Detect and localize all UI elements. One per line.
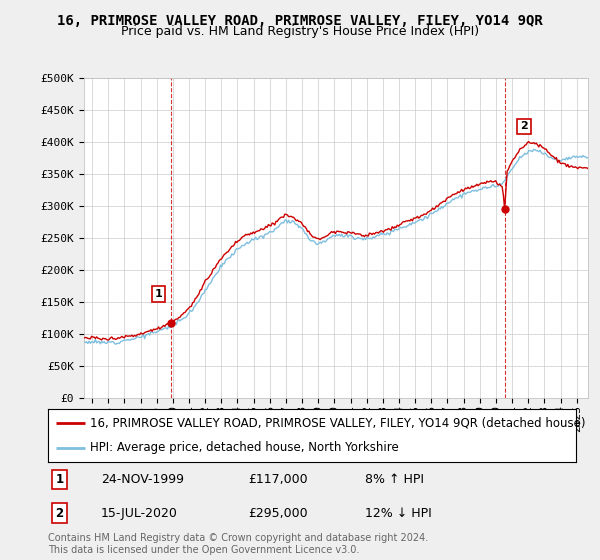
Text: HPI: Average price, detached house, North Yorkshire: HPI: Average price, detached house, Nort… — [90, 441, 399, 454]
Text: 24-NOV-1999: 24-NOV-1999 — [101, 473, 184, 486]
Text: 12% ↓ HPI: 12% ↓ HPI — [365, 507, 431, 520]
Text: £295,000: £295,000 — [248, 507, 308, 520]
Text: 1: 1 — [154, 289, 162, 299]
Text: 16, PRIMROSE VALLEY ROAD, PRIMROSE VALLEY, FILEY, YO14 9QR: 16, PRIMROSE VALLEY ROAD, PRIMROSE VALLE… — [57, 14, 543, 28]
Text: 15-JUL-2020: 15-JUL-2020 — [101, 507, 178, 520]
Text: £117,000: £117,000 — [248, 473, 308, 486]
Text: Price paid vs. HM Land Registry's House Price Index (HPI): Price paid vs. HM Land Registry's House … — [121, 25, 479, 38]
Text: 8% ↑ HPI: 8% ↑ HPI — [365, 473, 424, 486]
Text: 2: 2 — [56, 507, 64, 520]
Text: 16, PRIMROSE VALLEY ROAD, PRIMROSE VALLEY, FILEY, YO14 9QR (detached house): 16, PRIMROSE VALLEY ROAD, PRIMROSE VALLE… — [90, 417, 586, 430]
Text: Contains HM Land Registry data © Crown copyright and database right 2024.
This d: Contains HM Land Registry data © Crown c… — [48, 533, 428, 555]
Text: 2: 2 — [520, 122, 528, 131]
Text: 1: 1 — [56, 473, 64, 486]
